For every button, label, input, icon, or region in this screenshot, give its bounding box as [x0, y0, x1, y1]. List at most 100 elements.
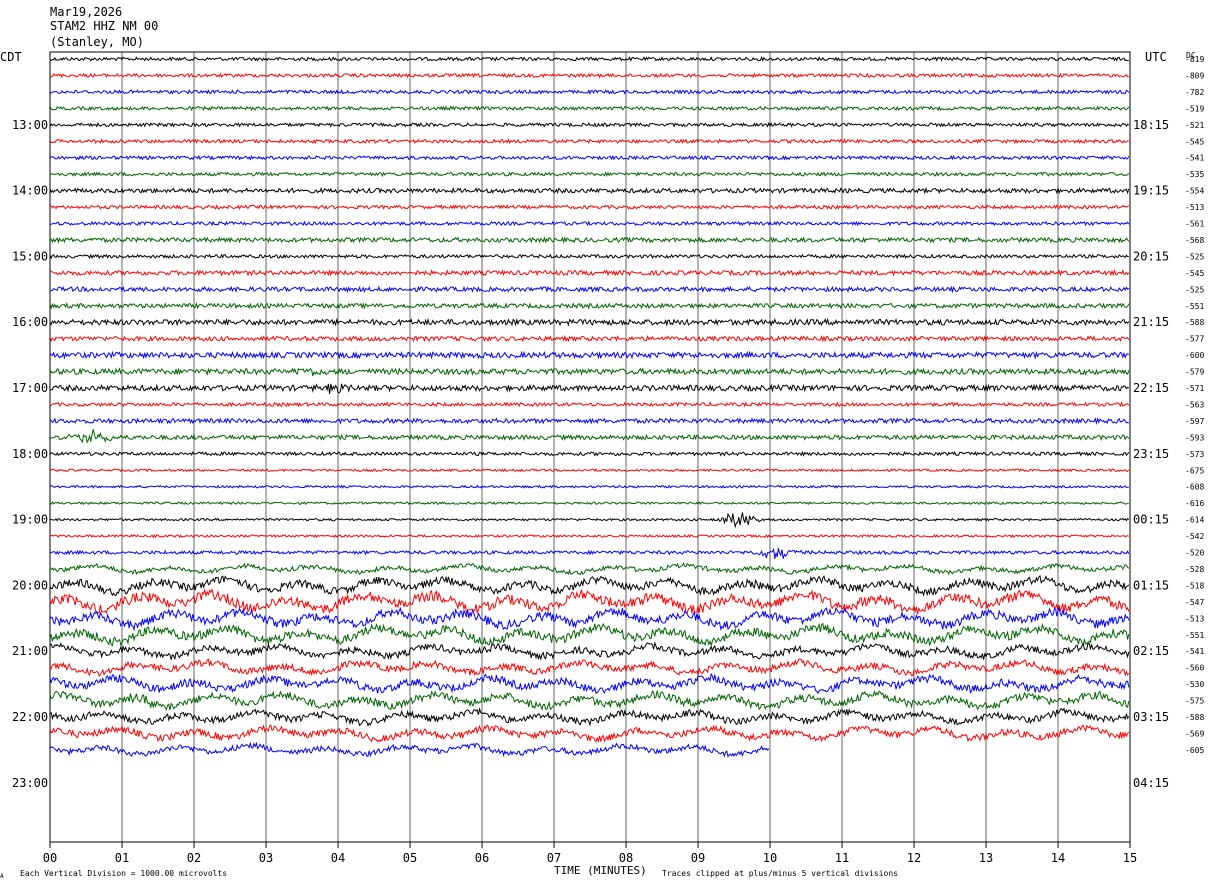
dc-offset-label: -593 — [1185, 433, 1204, 442]
utc-hour-label: 03:15 — [1133, 710, 1169, 724]
dc-header-label: DC — [1186, 51, 1196, 60]
x-tick-label: 04 — [331, 851, 345, 865]
dc-offset-label: -551 — [1185, 302, 1204, 311]
cdt-hour-label: 20:00 — [12, 578, 48, 592]
seismic-trace — [49, 429, 1130, 444]
dc-offset-label: -568 — [1185, 236, 1204, 245]
dc-offset-label: -782 — [1185, 88, 1204, 97]
station-label: STAM2 HHZ NM 00 — [50, 19, 158, 33]
dc-offset-label: -608 — [1185, 483, 1204, 492]
utc-hour-label: 19:15 — [1133, 184, 1169, 198]
utc-hour-label: 23:15 — [1133, 447, 1169, 461]
dc-offset-label: -561 — [1185, 220, 1204, 229]
seismic-trace — [49, 138, 1129, 145]
seismic-trace — [49, 253, 1129, 260]
x-tick-label: 12 — [907, 851, 921, 865]
dc-offset-label: -675 — [1185, 466, 1204, 475]
dc-offset-label: -573 — [1185, 450, 1204, 459]
cdt-hour-label: 22:00 — [12, 710, 48, 724]
dc-offset-label: -513 — [1185, 203, 1204, 212]
dc-offset-label: -551 — [1185, 631, 1204, 640]
cdt-hour-label: 18:00 — [12, 447, 48, 461]
x-tick-label: 10 — [763, 851, 777, 865]
cdt-hour-label: 17:00 — [12, 381, 48, 395]
seismic-trace — [49, 588, 1130, 615]
utc-hour-label: 21:15 — [1133, 315, 1169, 329]
clip-note: Traces clipped at plus/minus 5 vertical … — [662, 869, 898, 878]
dc-offset-label: -597 — [1185, 417, 1204, 426]
x-tick-label: 00 — [43, 851, 57, 865]
seismic-trace — [49, 450, 1130, 457]
seismic-trace — [49, 689, 1130, 711]
x-tick-label: 01 — [115, 851, 129, 865]
x-tick-label: 06 — [475, 851, 489, 865]
seismic-trace — [49, 672, 1130, 695]
dc-offset-label: -554 — [1185, 187, 1204, 196]
seismic-trace — [49, 484, 1129, 489]
seismic-traces — [49, 56, 1130, 758]
seismic-trace — [49, 220, 1130, 227]
dc-offset-label: -577 — [1185, 335, 1204, 344]
seismic-trace — [49, 606, 1130, 632]
dc-offset-label: -518 — [1185, 581, 1204, 590]
x-axis-title: TIME (MINUTES) — [554, 864, 647, 877]
dc-offset-label: -569 — [1185, 729, 1204, 738]
left-timezone-label: CDT — [0, 50, 22, 64]
seismic-trace — [49, 723, 1130, 744]
utc-hour-label: 01:15 — [1133, 578, 1169, 592]
utc-hour-label: 04:15 — [1133, 776, 1169, 790]
utc-hour-label: 18:15 — [1133, 118, 1169, 132]
seismic-trace — [49, 186, 1130, 195]
x-tick-label: 09 — [691, 851, 705, 865]
dc-offset-label: -547 — [1185, 598, 1204, 607]
seismic-trace — [49, 334, 1130, 343]
x-tick-label: 05 — [403, 851, 417, 865]
seismic-trace — [49, 741, 770, 758]
seismic-trace — [49, 317, 1130, 327]
utc-hour-label: 00:15 — [1133, 513, 1169, 527]
seismic-trace — [49, 171, 1130, 178]
dc-offset-label: -614 — [1185, 516, 1204, 525]
seismic-trace — [49, 122, 1130, 128]
dc-offset-label: -542 — [1185, 532, 1204, 541]
seismic-trace — [49, 401, 1130, 408]
dc-offset-label: -616 — [1185, 499, 1204, 508]
dc-offset-label: -535 — [1185, 170, 1204, 179]
cdt-hour-label: 15:00 — [12, 249, 48, 263]
seismic-trace — [49, 707, 1130, 727]
x-tick-label: 08 — [619, 851, 633, 865]
seismic-trace — [49, 269, 1130, 277]
cdt-hour-label: 14:00 — [12, 184, 48, 198]
seismic-trace — [49, 285, 1130, 294]
right-timezone-label: UTC — [1145, 50, 1167, 64]
dc-offset-label: -525 — [1185, 252, 1204, 261]
dc-offset-label: -519 — [1185, 104, 1204, 113]
dc-offset-label: -575 — [1185, 697, 1204, 706]
dc-offset-labels: -819 -809 -782 -519 -521 -545 -541 -535 -554 -513… — [1185, 55, 1204, 755]
cdt-hour-labels: 13:00 14:00 15:00 16:00 17:00 18:00 19:00 20:00… — [12, 118, 48, 790]
dc-offset-label: -521 — [1185, 121, 1204, 130]
seismic-trace — [49, 72, 1129, 79]
cdt-hour-label: 16:00 — [12, 315, 48, 329]
seismic-trace — [49, 301, 1130, 310]
seismic-trace — [49, 512, 1130, 529]
seismic-trace — [49, 89, 1130, 95]
utc-hour-label: 20:15 — [1133, 249, 1169, 263]
seismic-trace — [49, 204, 1130, 210]
seismic-trace — [49, 534, 1129, 539]
seismic-trace — [49, 105, 1130, 112]
seismic-trace — [49, 562, 1130, 576]
dc-offset-label: -588 — [1185, 318, 1204, 327]
seismic-trace — [49, 501, 1129, 506]
seismic-trace — [49, 658, 1130, 677]
dc-offset-label: -541 — [1185, 647, 1204, 656]
dc-offset-label: -588 — [1185, 713, 1204, 722]
dc-offset-label: -528 — [1185, 565, 1204, 574]
dc-offset-label: -545 — [1185, 137, 1204, 146]
seismic-trace — [49, 236, 1130, 244]
x-tick-label: 13 — [979, 851, 993, 865]
dc-offset-label: -605 — [1185, 746, 1204, 755]
cdt-hour-label: 13:00 — [12, 118, 48, 132]
utc-hour-labels: 18:15 19:15 20:15 21:15 22:15 23:15 00:15 01:15… — [1133, 118, 1169, 790]
